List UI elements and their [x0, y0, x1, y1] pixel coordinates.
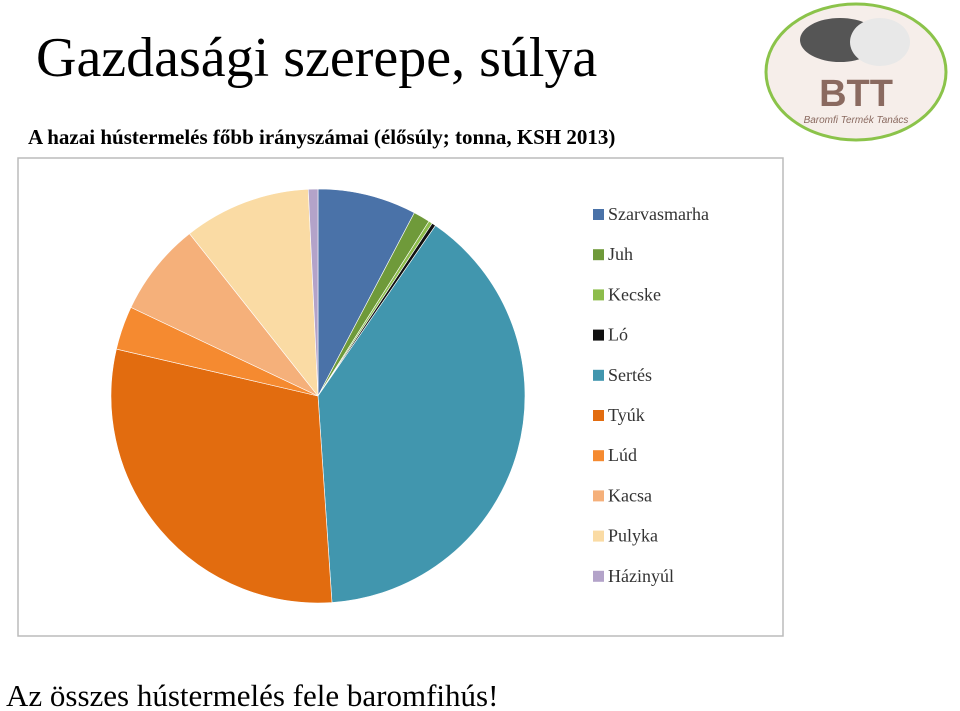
legend-swatch [593, 530, 604, 542]
slide-title: Gazdasági szerepe, súlya [36, 27, 597, 89]
legend-label: Ló [608, 325, 628, 345]
legend-label: Szarvasmarha [608, 204, 709, 224]
chart-title: A hazai hústermelés főbb irányszámai (él… [28, 125, 615, 149]
logo: BTT Baromfi Termék Tanács [764, 2, 948, 142]
legend-swatch [593, 249, 604, 261]
legend-label: Sertés [608, 365, 652, 385]
pie-slice [317, 225, 526, 603]
legend-swatch [593, 369, 604, 381]
logo-birds [850, 18, 910, 66]
legend-swatch [593, 410, 604, 421]
slide-footer: Az összes hústermelés fele baromfihús! [6, 678, 498, 711]
legend-swatch [593, 289, 604, 301]
legend-swatch [593, 490, 604, 502]
legend-swatch [593, 570, 604, 582]
pie-slice [307, 188, 319, 397]
legend-swatch [593, 329, 604, 341]
legend-label: Pulyka [608, 526, 658, 546]
legend-label: Házinyúl [608, 566, 674, 586]
legend-label: Kacsa [608, 485, 652, 505]
legend-swatch [593, 209, 604, 220]
logo-text: BTT [819, 73, 893, 115]
pie-slice [110, 348, 333, 604]
legend-label: Juh [608, 244, 633, 264]
legend-label: Tyúk [608, 405, 645, 425]
pie-slice [189, 188, 319, 397]
logo-caption: Baromfi Termék Tanács [804, 115, 909, 126]
pie-slice [317, 188, 415, 397]
legend-label: Lúd [608, 445, 637, 465]
legend-swatch [593, 450, 604, 462]
legend-label: Kecske [608, 284, 661, 304]
